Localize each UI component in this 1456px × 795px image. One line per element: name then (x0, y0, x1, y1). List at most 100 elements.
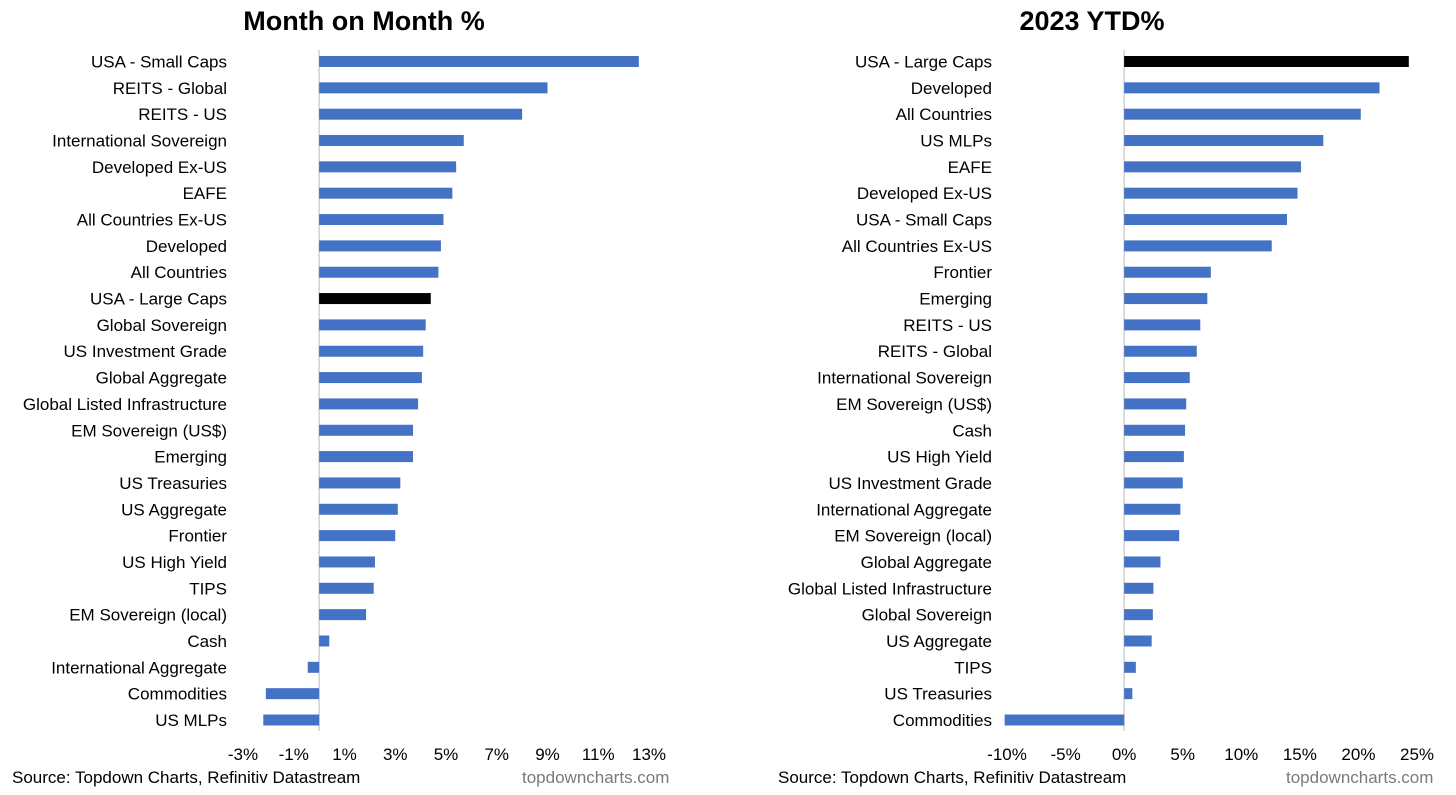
bar-frontier (319, 530, 396, 542)
bar-eafe (319, 187, 453, 199)
bar-commodities (1004, 714, 1125, 726)
category-label: Frontier (933, 263, 992, 282)
category-label: All Countries Ex-US (77, 211, 227, 230)
category-label: REITS - US (903, 316, 992, 335)
bar-us-treasuries (1124, 688, 1133, 700)
mom-plot: USA - Small Caps REITS - Global REITS - US… (23, 50, 666, 764)
bar-us-high-yield (319, 556, 375, 568)
category-label: Commodities (893, 711, 992, 730)
x-tick-label: 15% (1283, 745, 1317, 764)
category-label: US Aggregate (121, 500, 227, 519)
category-label: EM Sovereign (local) (834, 527, 992, 546)
bar-global-sovereign (319, 319, 426, 331)
category-label: US Investment Grade (64, 342, 227, 361)
x-tick-label: -3% (228, 745, 258, 764)
category-label: All Countries Ex-US (842, 237, 992, 256)
x-tick-label: 11% (582, 745, 615, 764)
category-label: Commodities (128, 685, 227, 704)
category-label: REITS - Global (113, 79, 227, 98)
bar-international-aggregate (307, 661, 320, 673)
chart-title: Month on Month % (243, 6, 485, 36)
category-label: US High Yield (887, 448, 992, 467)
bar-all-countries (319, 266, 439, 278)
category-label: International Sovereign (52, 132, 227, 151)
category-label: Global Aggregate (861, 553, 992, 572)
bar-global-aggregate (1124, 556, 1161, 568)
category-label: Frontier (168, 527, 227, 546)
source-note: Source: Topdown Charts, Refinitiv Datast… (12, 768, 361, 787)
bar-us-high-yield (1124, 451, 1184, 463)
category-label: Global Aggregate (96, 369, 227, 388)
bar-reits-us (319, 108, 523, 120)
category-label: Global Listed Infrastructure (23, 395, 227, 414)
bar-reits-us (1124, 319, 1201, 331)
bar-international-sovereign (319, 135, 464, 147)
category-label: Global Sovereign (862, 606, 992, 625)
category-label: Developed Ex-US (857, 184, 992, 203)
chart-title: 2023 YTD% (1019, 6, 1165, 36)
bar-us-investment-grade (319, 345, 424, 357)
bar-us-investment-grade (1124, 477, 1183, 489)
x-tick-label: 13% (632, 745, 666, 764)
x-tick-label: 9% (535, 745, 560, 764)
bar-em-sovereign-local (1124, 530, 1180, 542)
bar-us-mlps (1124, 135, 1324, 147)
category-label: EM Sovereign (local) (69, 606, 227, 625)
bar-reits-global (319, 82, 548, 94)
bar-em-sovereign-us (1124, 398, 1187, 410)
x-tick-label: 20% (1341, 745, 1375, 764)
bar-emerging (1124, 293, 1208, 305)
category-label: International Sovereign (817, 369, 992, 388)
bar-tips (319, 582, 374, 594)
bar-frontier (1124, 266, 1211, 278)
category-label: Developed (146, 237, 227, 256)
category-label: Emerging (919, 290, 992, 309)
bar-us-aggregate (319, 503, 398, 515)
category-label: TIPS (189, 579, 227, 598)
x-tick-label: -5% (1050, 745, 1080, 764)
source-note: Source: Topdown Charts, Refinitiv Datast… (778, 768, 1127, 787)
category-label: Developed (911, 79, 992, 98)
category-label: International Aggregate (816, 500, 992, 519)
x-tick-label: 7% (484, 745, 509, 764)
category-label: US Treasuries (884, 685, 992, 704)
category-label: US MLPs (155, 711, 227, 730)
category-label: US Investment Grade (829, 474, 992, 493)
x-tick-label: -1% (279, 745, 309, 764)
category-label: Cash (187, 632, 227, 651)
category-label: Global Sovereign (97, 316, 227, 335)
bar-all-countries-ex-us (319, 214, 444, 226)
category-label: USA - Small Caps (856, 211, 992, 230)
bar-reits-global (1124, 345, 1197, 357)
bar-usa-large-caps (319, 293, 431, 305)
bar-usa-small-caps (1124, 214, 1287, 226)
bar-developed (1124, 82, 1380, 94)
x-tick-label: 10% (1224, 745, 1258, 764)
bar-usa-small-caps (319, 56, 639, 67)
category-label: All Countries (131, 263, 227, 282)
bar-international-sovereign (1124, 372, 1190, 384)
bar-em-sovereign-us (319, 424, 414, 436)
category-label: USA - Large Caps (855, 53, 992, 72)
category-label: EAFE (948, 158, 992, 177)
x-tick-label: 0% (1112, 745, 1137, 764)
x-tick-label: 25% (1400, 745, 1434, 764)
category-label: REITS - Global (878, 342, 992, 361)
bar-global-sovereign (1124, 609, 1153, 621)
bar-emerging (319, 451, 414, 463)
bar-usa-large-caps (1124, 56, 1409, 67)
category-label: REITS - US (138, 105, 227, 124)
bar-cash (1124, 424, 1186, 436)
bar-tips (1124, 661, 1136, 673)
x-tick-label: 3% (383, 745, 408, 764)
x-tick-label: 5% (434, 745, 459, 764)
bar-all-countries-ex-us (1124, 240, 1272, 252)
month-on-month-chart: Month on Month % USA - Small Caps REITS -… (12, 6, 669, 787)
site-credit: topdowncharts.com (1286, 768, 1434, 787)
category-label: All Countries (896, 105, 992, 124)
x-tick-label: -10% (987, 745, 1027, 764)
bar-em-sovereign-local (319, 609, 367, 621)
category-label: US Aggregate (886, 632, 992, 651)
bar-us-aggregate (1124, 635, 1152, 647)
category-label: US Treasuries (119, 474, 227, 493)
